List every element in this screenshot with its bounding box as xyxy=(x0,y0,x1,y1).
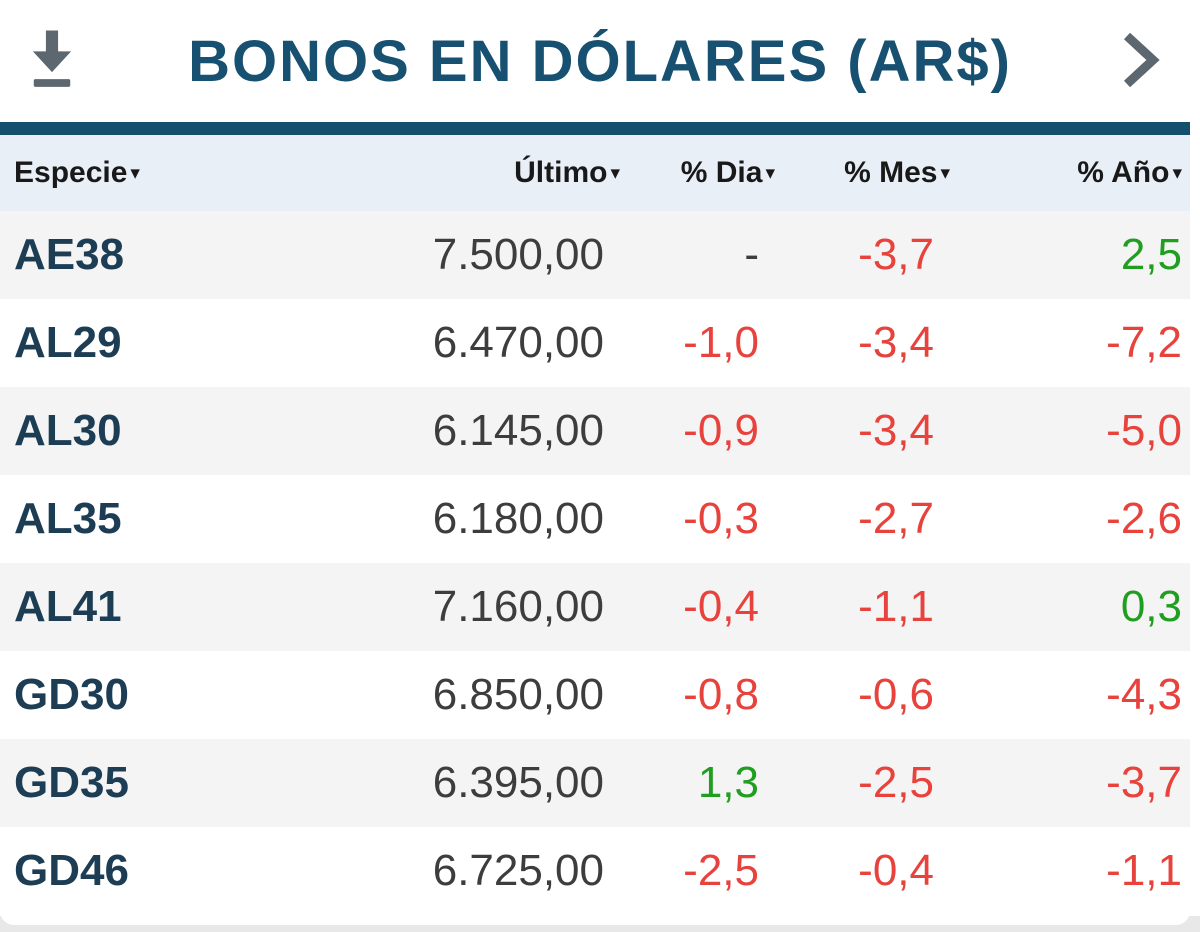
column-label: Último xyxy=(514,156,608,189)
download-button[interactable] xyxy=(20,21,84,101)
cell-ano: -4,3 xyxy=(1106,670,1182,719)
column-header-especie[interactable]: Especie ▾ xyxy=(0,135,340,211)
cell-mes: -1,1 xyxy=(858,582,934,631)
cell-dia: -0,4 xyxy=(683,582,759,631)
column-label: Especie xyxy=(14,156,128,189)
bonds-table: Especie ▾ Último ▾ % Dia ▾ % Mes ▾ % Año ▾ AE… xyxy=(0,135,1190,915)
cell-mes: -0,6 xyxy=(858,670,934,719)
column-header-ultimo[interactable]: Último ▾ xyxy=(340,135,620,211)
cell-dia: -0,3 xyxy=(683,494,759,543)
cell-ultimo: 7.160,00 xyxy=(432,582,604,631)
widget-header: BONOS EN DÓLARES (AR$) xyxy=(0,0,1190,122)
cell-mes: -2,7 xyxy=(858,494,934,543)
cell-especie: AL30 xyxy=(14,406,122,455)
cell-especie: AL35 xyxy=(14,494,122,543)
table-row[interactable]: GD35 6.395,00 1,3 -2,5 -3,7 xyxy=(0,739,1190,827)
next-button[interactable] xyxy=(1116,29,1164,93)
cell-dia: -0,8 xyxy=(683,670,759,719)
cell-dia: -2,5 xyxy=(683,846,759,895)
column-label: % Mes xyxy=(844,156,938,189)
cell-especie: GD35 xyxy=(14,758,129,807)
cell-ultimo: 6.395,00 xyxy=(432,758,604,807)
cell-ultimo: 6.725,00 xyxy=(432,846,604,895)
title-divider-bar xyxy=(0,122,1190,135)
sort-caret-icon: ▾ xyxy=(1172,163,1182,184)
cell-ano: -5,0 xyxy=(1106,406,1182,455)
column-label: % Año xyxy=(1077,156,1170,189)
sort-caret-icon: ▾ xyxy=(130,163,140,184)
column-header-dia[interactable]: % Dia ▾ xyxy=(620,135,775,211)
cell-ano: -7,2 xyxy=(1106,318,1182,367)
download-icon xyxy=(24,27,80,96)
cell-ultimo: 6.180,00 xyxy=(432,494,604,543)
cell-mes: -3,4 xyxy=(858,406,934,455)
cell-ano: 2,5 xyxy=(1120,230,1182,279)
cell-dia: 1,3 xyxy=(697,758,759,807)
cell-mes: -2,5 xyxy=(858,758,934,807)
cell-especie: AL29 xyxy=(14,318,122,367)
table-header-row: Especie ▾ Último ▾ % Dia ▾ % Mes ▾ % Año ▾ xyxy=(0,135,1190,211)
cell-dia: -0,9 xyxy=(683,406,759,455)
cell-dia: -1,0 xyxy=(683,318,759,367)
table-row[interactable]: AL30 6.145,00 -0,9 -3,4 -5,0 xyxy=(0,387,1190,475)
column-header-ano[interactable]: % Año ▾ xyxy=(950,135,1190,211)
table-row[interactable]: AE38 7.500,00 - -3,7 2,5 xyxy=(0,211,1190,299)
cell-ultimo: 6.850,00 xyxy=(432,670,604,719)
chevron-right-icon xyxy=(1119,31,1161,92)
cell-ano: -2,6 xyxy=(1106,494,1182,543)
cell-especie: GD30 xyxy=(14,670,129,719)
table-row[interactable]: GD46 6.725,00 -2,5 -0,4 -1,1 xyxy=(0,827,1190,915)
table-header: Especie ▾ Último ▾ % Dia ▾ % Mes ▾ % Año ▾ xyxy=(0,135,1190,211)
cell-ano: -3,7 xyxy=(1106,758,1182,807)
table-row[interactable]: AL41 7.160,00 -0,4 -1,1 0,3 xyxy=(0,563,1190,651)
table-row[interactable]: AL29 6.470,00 -1,0 -3,4 -7,2 xyxy=(0,299,1190,387)
column-header-mes[interactable]: % Mes ▾ xyxy=(775,135,950,211)
cell-especie: GD46 xyxy=(14,846,129,895)
cell-mes: -3,4 xyxy=(858,318,934,367)
cell-especie: AE38 xyxy=(14,230,125,279)
cell-mes: -3,7 xyxy=(858,230,934,279)
cell-especie: AL41 xyxy=(14,582,122,631)
sort-caret-icon: ▾ xyxy=(610,163,620,184)
cell-ultimo: 7.500,00 xyxy=(432,230,604,279)
page-title: BONOS EN DÓLARES (AR$) xyxy=(188,28,1012,94)
table-row[interactable]: GD30 6.850,00 -0,8 -0,6 -4,3 xyxy=(0,651,1190,739)
cell-mes: -0,4 xyxy=(858,846,934,895)
cell-ano: 0,3 xyxy=(1120,582,1182,631)
cell-ultimo: 6.470,00 xyxy=(432,318,604,367)
column-label: % Dia xyxy=(680,156,763,189)
sort-caret-icon: ▾ xyxy=(765,163,775,184)
sort-caret-icon: ▾ xyxy=(940,163,950,184)
table-row[interactable]: AL35 6.180,00 -0,3 -2,7 -2,6 xyxy=(0,475,1190,563)
cell-ano: -1,1 xyxy=(1106,846,1182,895)
cell-ultimo: 6.145,00 xyxy=(432,406,604,455)
table-body: AE38 7.500,00 - -3,7 2,5 AL29 6.470,00 -… xyxy=(0,211,1190,915)
cell-dia: - xyxy=(744,230,759,279)
